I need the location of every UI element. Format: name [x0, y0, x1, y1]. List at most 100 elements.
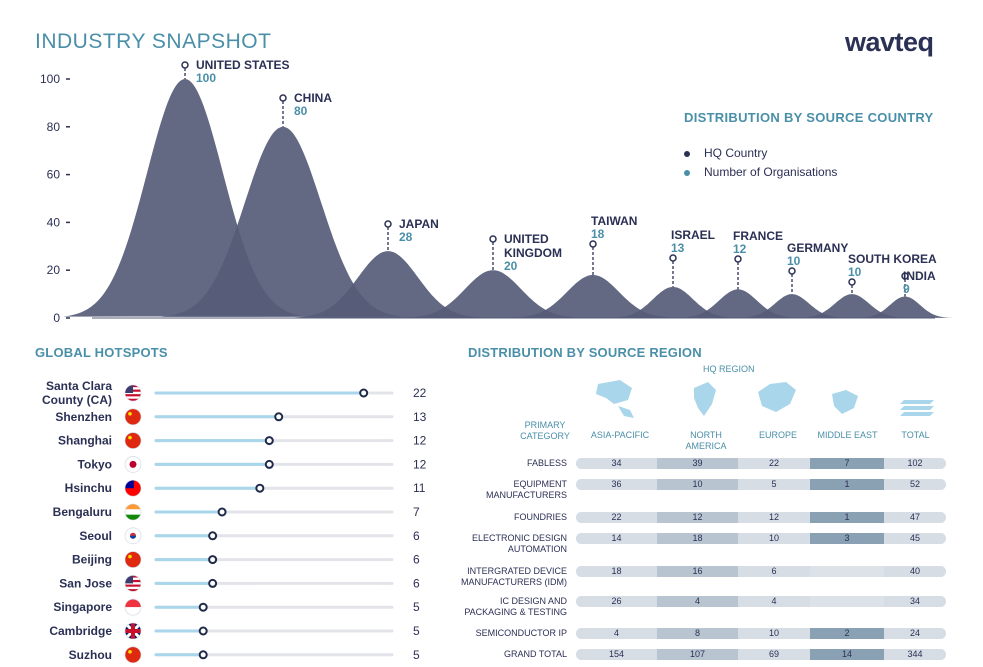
- table-cell: 344: [884, 649, 946, 660]
- table-cell: 24: [884, 628, 946, 639]
- country-value-label: 10: [787, 254, 801, 268]
- table-cell: 2: [810, 628, 884, 639]
- legend-title: DISTRIBUTION BY SOURCE COUNTRY: [684, 110, 934, 125]
- table-cell: [810, 596, 884, 607]
- country-label: CHINA: [294, 91, 332, 105]
- peak-united-kingdom: [403, 270, 582, 318]
- marker-dot: [734, 255, 742, 263]
- hotspot-label: Bengaluru: [53, 505, 112, 519]
- country-label: ISRAEL: [671, 228, 715, 242]
- country-value-label: 20: [504, 259, 518, 273]
- hotspot-row: Tokyo 12: [78, 456, 427, 473]
- hotspot-label: Santa Clara County (CA): [42, 379, 112, 407]
- column-header: EUROPE: [758, 430, 797, 440]
- cn-flag-icon: [125, 432, 141, 449]
- wavteq-logo: wavteq: [845, 27, 934, 57]
- legend-item-hq-country: HQ Country: [684, 146, 767, 160]
- total-stripes-icon: [900, 412, 934, 416]
- column-header: MIDDLE EAST: [817, 430, 878, 440]
- hotspot-label: Tokyo: [78, 457, 112, 471]
- hotspot-label: Seoul: [79, 529, 112, 543]
- us-flag-icon: [125, 575, 141, 592]
- table-cell: 1: [810, 479, 884, 490]
- country-label: GERMANY: [787, 241, 848, 255]
- y-tick-label: 100: [40, 72, 60, 86]
- marker-dot: [489, 235, 497, 243]
- hotspot-dot: [255, 483, 265, 493]
- legend-label: Number of Organisations: [704, 165, 838, 179]
- country-value-label: 13: [671, 241, 685, 255]
- hotspot-dot: [208, 531, 218, 541]
- row-label: FABLESS: [526, 458, 567, 468]
- table-cell: 22: [576, 512, 657, 523]
- column-header: TOTAL: [901, 430, 930, 440]
- hotspot-value: 11: [413, 481, 426, 495]
- table-cell: 6: [738, 566, 810, 577]
- country-label-line: KINGDOM: [504, 246, 562, 260]
- hotspot-value: 6: [413, 576, 420, 590]
- cn-flag-icon: [125, 408, 141, 425]
- y-tick-label: 20: [47, 263, 61, 277]
- country-value-label: 9: [903, 282, 910, 296]
- hotspot-row: Bengaluru 7: [53, 503, 420, 521]
- table-cell: 16: [657, 566, 738, 577]
- hotspot-dot: [359, 388, 369, 398]
- hotspot-label: Singapore: [53, 600, 112, 614]
- marker-dot: [901, 272, 909, 280]
- marker-dot: [669, 254, 677, 262]
- header-word: CATEGORY: [520, 431, 570, 441]
- hotspot-row: Santa Clara County (CA) 22: [42, 379, 427, 407]
- hotspot-dot: [274, 412, 284, 422]
- hotspot-label: Suzhou: [69, 648, 112, 662]
- global-hotspots-chart: Santa Clara County (CA) 22 Shenzhen 13 Shangh…: [42, 379, 427, 664]
- table-cell: 36: [576, 479, 657, 490]
- country-label: INDIA: [903, 269, 936, 283]
- country-label: TAIWAN: [591, 214, 637, 228]
- table-cell: 1: [810, 512, 884, 523]
- column-header: NORTH AMERICA: [685, 430, 727, 451]
- hotspot-label: San Jose: [59, 576, 112, 590]
- table-cell: 34: [576, 458, 657, 469]
- hotspot-label: Shenzhen: [55, 410, 112, 424]
- row-label: FOUNDRIES: [513, 512, 567, 522]
- table-cell: 47: [884, 512, 946, 523]
- country-label-line: UNITED: [504, 232, 549, 246]
- legend-item-organisations: Number of Organisations: [684, 165, 837, 179]
- table-cell: 10: [657, 479, 738, 490]
- country-label: FRANCE: [733, 229, 783, 243]
- hotspot-value: 6: [413, 553, 420, 567]
- europe-map-icon: [758, 382, 796, 412]
- table-cell: 4: [657, 596, 738, 607]
- table-cell: 18: [576, 566, 657, 577]
- country-label: SOUTH KOREA: [848, 252, 937, 266]
- table-cell: 12: [657, 512, 738, 523]
- table-cell: 8: [657, 628, 738, 639]
- kr-flag-icon: [125, 527, 141, 544]
- table-cell: 7: [810, 458, 884, 469]
- table-cell: 102: [884, 458, 946, 469]
- table-cell: 40: [884, 566, 946, 577]
- marker-dot: [788, 267, 796, 275]
- row-label: IC DESIGN AND PACKAGING & TESTING: [464, 596, 567, 617]
- north-america-map-icon: [694, 382, 716, 416]
- hotspot-value: 13: [413, 410, 427, 424]
- peak-united-states: [63, 79, 306, 317]
- hotspot-row: Singapore 5: [53, 598, 420, 616]
- country-value-label: 80: [294, 104, 308, 118]
- hotspot-row: Cambridge 5: [49, 622, 420, 640]
- tw-flag-icon: [125, 480, 141, 497]
- source-region-title: DISTRIBUTION BY SOURCE REGION: [468, 345, 702, 360]
- hotspot-dot: [198, 626, 208, 636]
- total-stripes-icon: [900, 400, 934, 404]
- hq-region-label: HQ REGION: [703, 364, 755, 374]
- hotspot-value: 22: [413, 386, 427, 400]
- table-cell: [810, 566, 884, 577]
- peak-south-korea: [797, 294, 906, 318]
- header-word: PRIMARY: [524, 420, 566, 430]
- country-value-label: 28: [399, 230, 413, 244]
- row-label: ELECTRONIC DESIGN AUTOMATION: [471, 533, 567, 554]
- us-flag-icon: [125, 385, 141, 401]
- hotspot-dot: [208, 578, 218, 588]
- jp-flag-icon: [125, 456, 141, 473]
- y-tick-label: 0: [53, 311, 60, 325]
